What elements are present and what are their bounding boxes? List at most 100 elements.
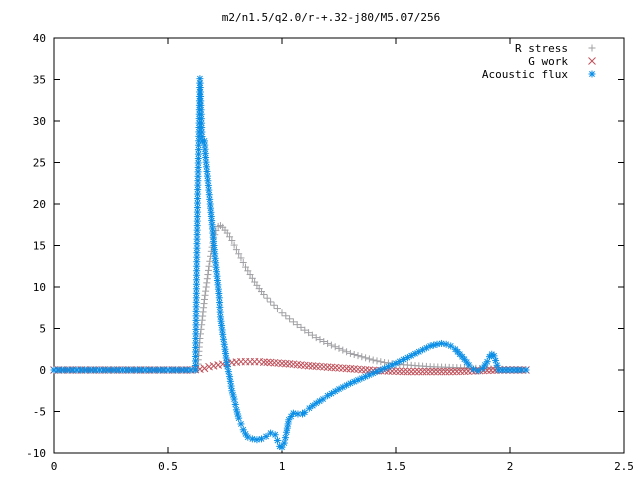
y-tick-label: 40	[33, 32, 46, 45]
data-point	[377, 358, 385, 366]
data-point	[301, 326, 309, 334]
data-point	[215, 294, 223, 302]
data-point	[278, 359, 286, 368]
y-tick-label: -10	[26, 447, 46, 460]
data-point	[281, 434, 289, 442]
legend-label: G work	[528, 55, 568, 68]
y-tick-label: -5	[33, 406, 46, 419]
data-point	[346, 349, 354, 357]
data-point	[253, 436, 261, 444]
data-point	[226, 373, 234, 381]
data-point	[312, 334, 320, 342]
data-point	[192, 280, 200, 288]
data-point	[237, 420, 245, 428]
data-point	[418, 367, 427, 376]
x-tick-label: 1.5	[386, 460, 406, 473]
data-point	[223, 363, 231, 371]
data-point	[297, 323, 305, 331]
series-r-stress	[50, 222, 530, 374]
data-point	[228, 237, 236, 245]
data-point	[194, 172, 202, 180]
data-point	[204, 271, 212, 279]
y-tick-label: 25	[33, 157, 46, 170]
data-point	[219, 335, 227, 343]
data-point	[415, 348, 423, 356]
legend-label: R stress	[515, 42, 568, 55]
data-point	[281, 359, 290, 368]
data-point	[362, 354, 370, 362]
data-point	[327, 390, 335, 398]
data-point	[358, 353, 366, 361]
data-point	[285, 360, 294, 368]
series-layer	[50, 75, 530, 451]
data-point	[319, 362, 328, 371]
axes: 0 0.5 1 1.5 2 2.5 -10 -5 0 5 10 15 20 25 30 35 40	[26, 32, 634, 473]
data-point	[338, 364, 347, 373]
data-point	[270, 301, 278, 309]
data-point	[278, 309, 286, 317]
data-point	[209, 361, 218, 370]
data-point	[335, 364, 343, 372]
data-point	[293, 321, 301, 329]
data-point	[202, 158, 210, 166]
data-point	[316, 362, 324, 371]
data-point	[438, 339, 446, 347]
data-point	[350, 351, 358, 359]
data-point	[193, 253, 201, 261]
data-point	[395, 367, 404, 376]
data-point	[452, 367, 461, 376]
data-point	[357, 365, 366, 374]
data-point	[465, 361, 473, 369]
series-acoustic-flux	[50, 75, 530, 451]
data-point	[214, 361, 223, 369]
data-point	[273, 437, 281, 445]
data-point	[300, 361, 309, 370]
data-point	[308, 362, 317, 370]
data-point	[229, 391, 237, 399]
data-point	[441, 367, 450, 376]
data-point	[354, 365, 362, 374]
data-point	[194, 190, 202, 198]
data-point	[286, 315, 294, 323]
data-point	[235, 250, 243, 258]
data-point	[232, 246, 240, 254]
data-point	[196, 365, 204, 374]
data-point	[422, 367, 431, 376]
data-point	[227, 382, 235, 390]
y-tick-label: 35	[33, 74, 46, 87]
data-point	[490, 352, 498, 360]
data-point	[278, 443, 286, 451]
data-point	[200, 295, 208, 303]
data-point	[266, 358, 275, 367]
data-point	[399, 367, 408, 376]
data-point	[414, 367, 423, 376]
legend-marker	[588, 70, 596, 78]
data-point	[449, 367, 457, 376]
y-tick-label: 10	[33, 281, 46, 294]
x-tick-label: 2.5	[614, 460, 634, 473]
data-point	[193, 271, 201, 279]
data-point	[433, 340, 441, 348]
data-point	[200, 364, 209, 373]
data-point	[206, 257, 214, 265]
data-point	[316, 336, 324, 344]
x-tick-label: 0.5	[158, 460, 178, 473]
x-tick-label: 0	[51, 460, 58, 473]
data-point	[191, 366, 199, 374]
data-point	[273, 305, 281, 313]
data-point	[346, 364, 355, 373]
data-point	[203, 163, 211, 171]
data-point	[437, 367, 446, 376]
data-point	[343, 348, 351, 356]
data-point	[239, 259, 247, 267]
legend-label: Acoustic flux	[482, 68, 568, 81]
data-point	[331, 363, 340, 372]
data-point	[433, 367, 442, 376]
data-point	[224, 368, 232, 376]
data-point	[194, 163, 202, 171]
x-tick-label: 1	[279, 460, 286, 473]
data-point	[219, 330, 227, 338]
data-point	[198, 124, 206, 132]
